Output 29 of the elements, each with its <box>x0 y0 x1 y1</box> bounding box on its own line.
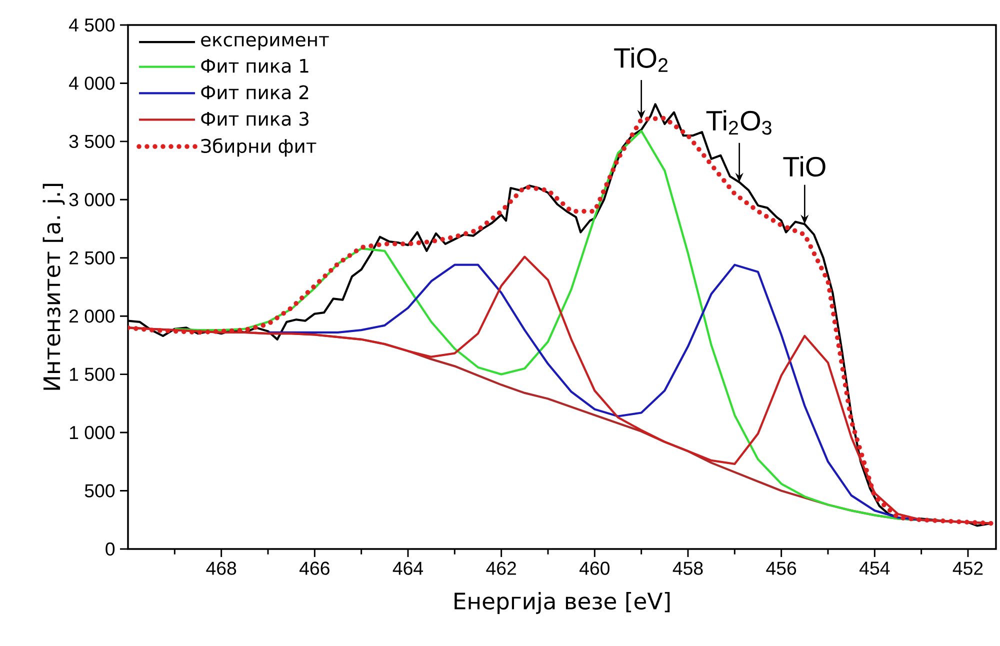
x-tick-label: 454 <box>860 562 890 575</box>
y-tick-label: 4 000 <box>68 76 115 90</box>
x-axis-title: Енергија везе [eV] <box>454 592 670 614</box>
legend-label: Збирни фит <box>201 138 316 157</box>
annotation: Ti$_{2}$O$_{3}$ <box>706 110 772 135</box>
annotation: TiO <box>783 156 826 177</box>
x-tick-label: 462 <box>486 562 516 575</box>
legend-label: Фит пика 2 <box>201 85 308 100</box>
x-tick-label: 452 <box>952 562 983 575</box>
x-tick-label: 458 <box>672 562 703 575</box>
y-tick-label: 500 <box>84 484 115 498</box>
y-tick-label: 1 000 <box>70 426 115 440</box>
y-axis-title: Интензитет [a. j.] <box>42 184 65 390</box>
annotation: TiO$_{2}$ <box>614 47 668 72</box>
y-tick-label: 3 000 <box>69 193 115 206</box>
legend-label: Фит пика 1 <box>201 58 308 73</box>
x-tick-label: 466 <box>300 562 330 575</box>
y-tick-label: 3 500 <box>69 134 115 148</box>
y-tick-label: 0 <box>106 542 115 556</box>
y-tick-label: 1 500 <box>70 368 115 381</box>
y-tick-label: 2 500 <box>70 251 115 264</box>
legend-label: Фит пика 3 <box>201 112 308 126</box>
legend-label: експеримент <box>201 36 329 50</box>
x-tick-label: 468 <box>206 562 236 575</box>
y-tick-label: 2 000 <box>70 309 115 323</box>
y-tick-label: 4 500 <box>68 18 115 32</box>
x-tick-label: 456 <box>766 562 796 575</box>
x-tick-label: 460 <box>580 562 610 575</box>
x-tick-label: 464 <box>392 562 424 575</box>
